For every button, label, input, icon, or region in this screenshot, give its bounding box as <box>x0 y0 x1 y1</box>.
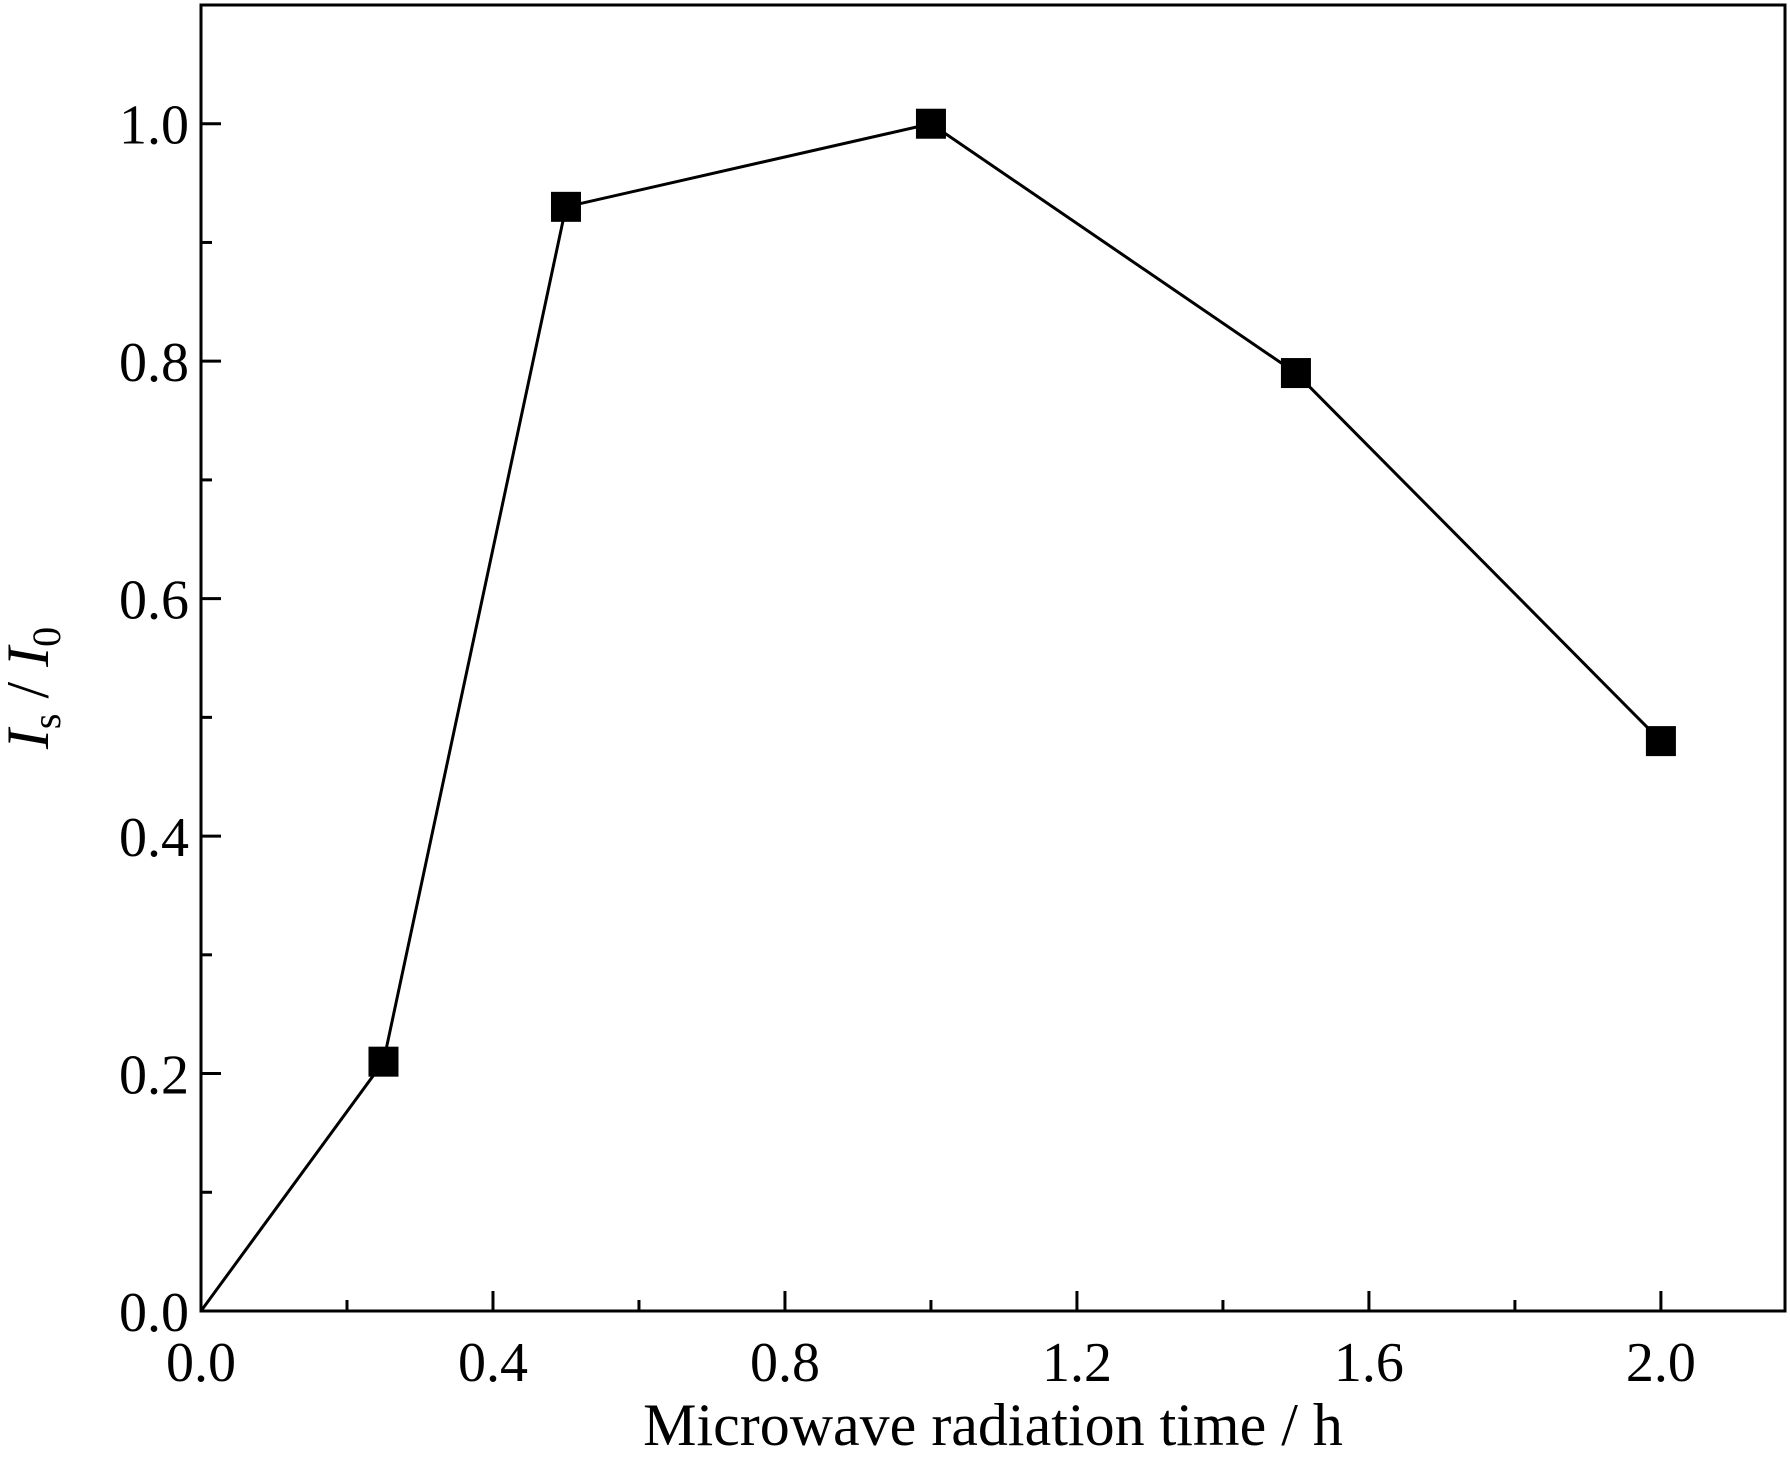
data-point-2 <box>550 191 581 222</box>
y-tick-label-0: 0.0 <box>119 1282 189 1344</box>
data-point-4 <box>1280 358 1311 389</box>
x-tick-label-5: 2.0 <box>1626 1332 1696 1394</box>
plot-area-frame <box>199 3 1787 1313</box>
data-point-3 <box>915 108 946 139</box>
y-title-sub-1: s <box>24 714 69 730</box>
x-tick-label-1: 0.4 <box>458 1332 528 1394</box>
data-series <box>199 108 1676 1312</box>
x-tick-label-3: 1.2 <box>1042 1332 1112 1394</box>
y-tick-label-3: 0.6 <box>119 570 189 632</box>
y-title-main-1: I <box>0 726 61 750</box>
y-tick-label-2: 0.4 <box>119 807 189 869</box>
y-tick-label-4: 0.8 <box>119 332 189 394</box>
y-title-sub-2: 0 <box>24 627 69 647</box>
series-line-0 <box>199 122 1662 1312</box>
y-tick-label-1: 0.2 <box>119 1045 189 1107</box>
y-tick-labels: 0.0 0.2 0.4 0.6 0.8 1.0 <box>119 95 189 1344</box>
y-axis-title: Is / I0 <box>0 627 69 750</box>
x-tick-label-0: 0.0 <box>166 1332 236 1394</box>
x-axis-title: Microwave radiation time / h <box>643 1392 1343 1458</box>
y-tick-label-5: 1.0 <box>119 95 189 157</box>
data-point-5 <box>1645 726 1676 757</box>
data-point-1 <box>368 1046 399 1077</box>
x-tick-label-4: 1.6 <box>1334 1332 1404 1394</box>
x-tick-labels: 0.0 0.4 0.8 1.2 1.6 2.0 <box>166 1332 1696 1394</box>
y-title-separator: / <box>0 667 61 714</box>
axis-ticks <box>199 122 1663 1313</box>
x-tick-label-2: 0.8 <box>750 1332 820 1394</box>
y-title-main-2: I <box>0 644 61 668</box>
